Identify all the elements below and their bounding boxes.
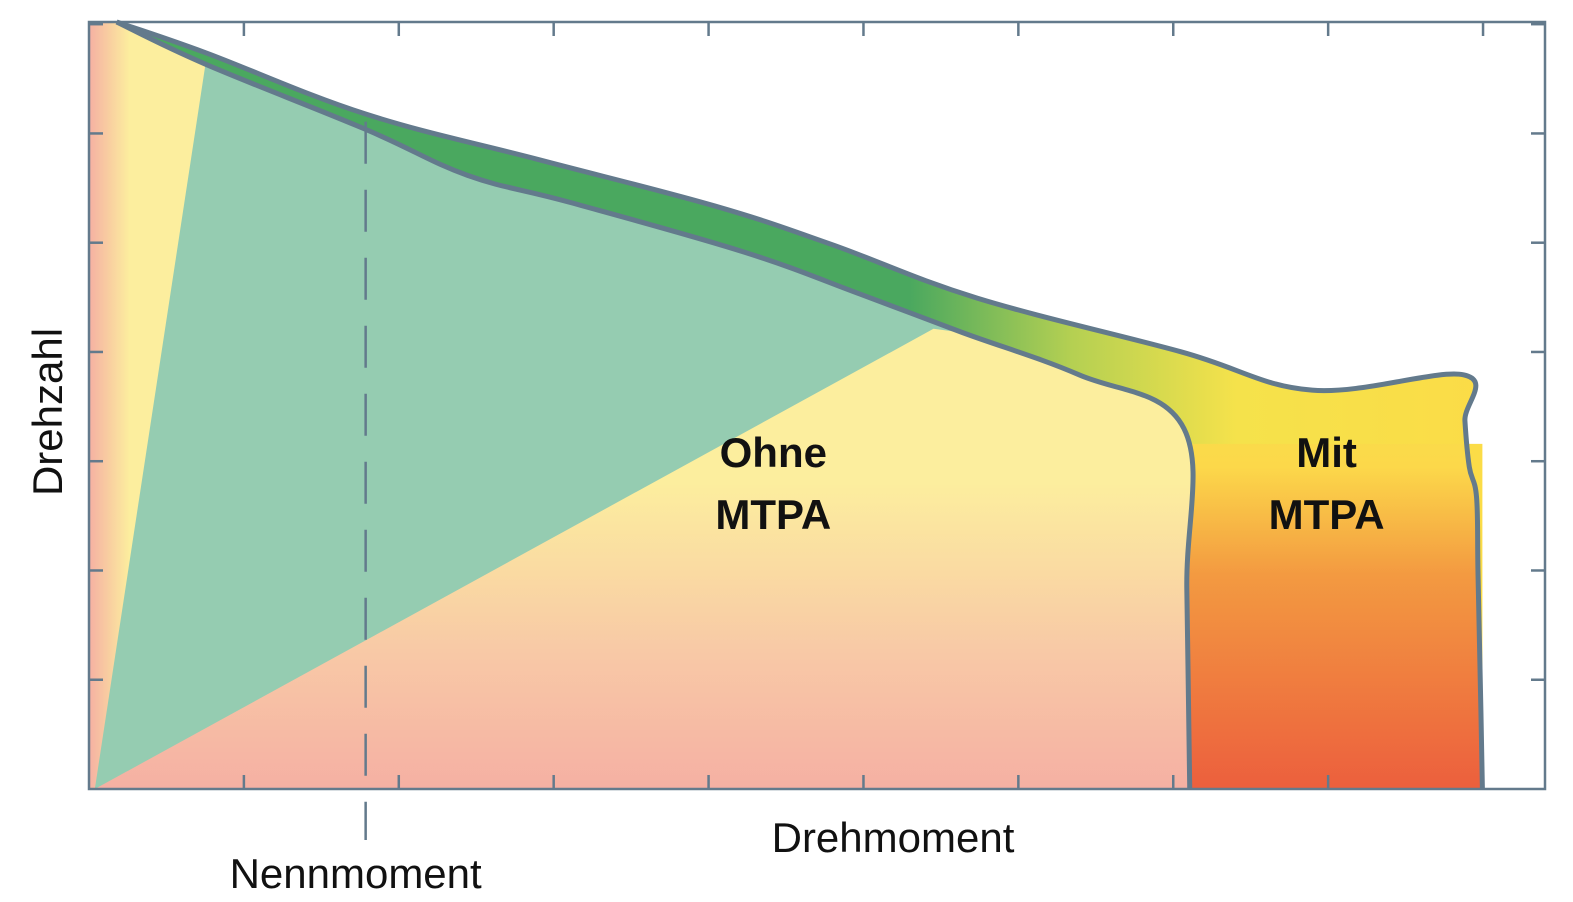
left-sliver bbox=[89, 22, 206, 789]
ohne-mtpa-label-line2: MTPA bbox=[715, 491, 831, 538]
ohne-mtpa-label-line1: Ohne bbox=[720, 429, 827, 476]
mit-mtpa-curve bbox=[115, 19, 1485, 790]
ohne-mtpa-curve bbox=[115, 19, 1196, 790]
nennmoment-label: Nennmoment bbox=[230, 850, 482, 897]
mit-mtpa-label-line1: Mit bbox=[1296, 429, 1357, 476]
plot-frame bbox=[87, 20, 1547, 791]
x-axis-label: Drehmoment bbox=[772, 814, 1015, 861]
mit-mtpa-label-line2: MTPA bbox=[1269, 491, 1385, 538]
axis-ticks bbox=[89, 22, 1545, 789]
y-axis-label: Drehzahl bbox=[24, 328, 71, 496]
teal-wedge bbox=[94, 29, 963, 789]
mtpa-gain-band bbox=[116, 22, 1483, 789]
